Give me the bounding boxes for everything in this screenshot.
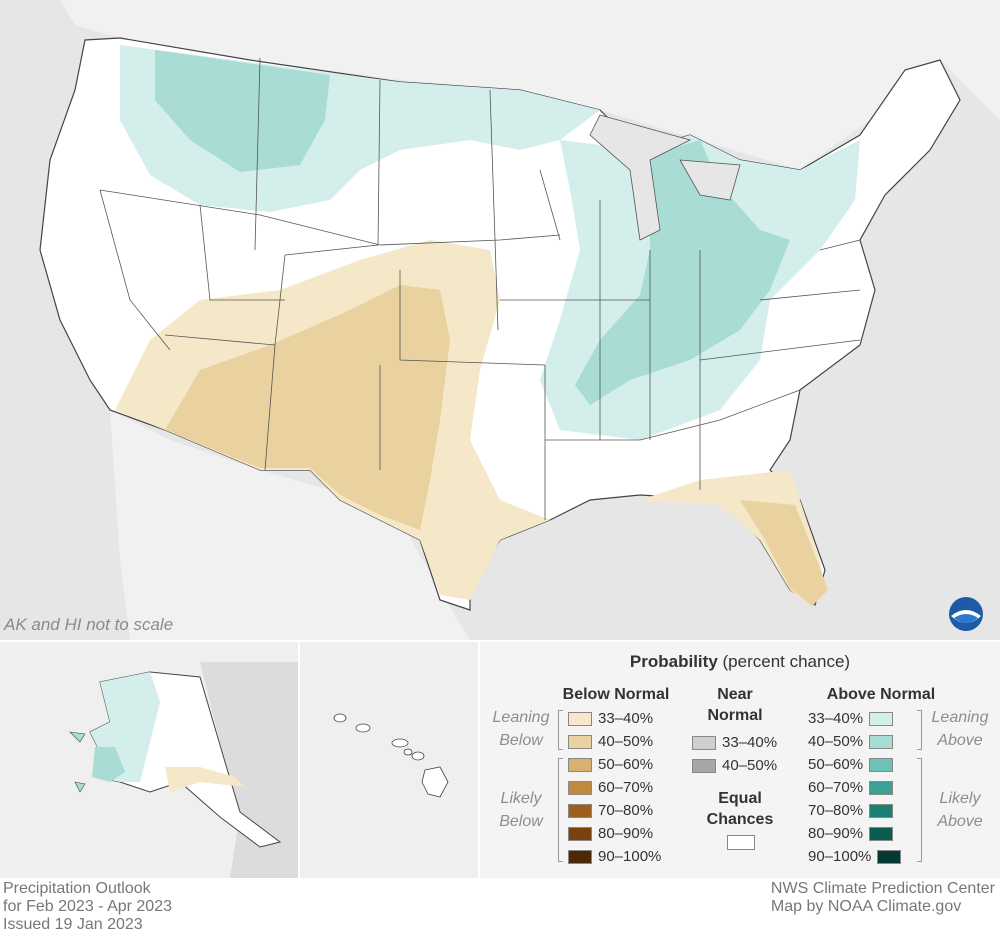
legend-swatch: [877, 850, 902, 864]
below-row: 40–50%: [562, 733, 653, 751]
legend-swatch: [869, 735, 894, 749]
legend-swatch: [869, 712, 894, 726]
near-normal-heading: Near Normal: [707, 686, 763, 724]
legend-label: 40–50%: [598, 733, 654, 750]
credits: NWS Climate Prediction Center Map by NOA…: [771, 880, 995, 916]
near-row: 40–50%: [686, 757, 777, 775]
above-row: 60–70%: [808, 779, 899, 797]
above-normal-heading: Above Normal: [826, 686, 936, 703]
leaning-below-label: Leaning Below: [492, 709, 550, 749]
conus-map: AK and HI not to scale: [0, 0, 1000, 640]
outlook-period: for Feb 2023 - Apr 2023: [3, 898, 172, 915]
alaska-map: [69, 662, 298, 878]
legend-label: 90–100%: [808, 848, 872, 865]
alaska-above-likely: [92, 747, 125, 782]
likely-above-bracket: [917, 758, 922, 862]
below-normal-heading: Below Normal: [562, 686, 670, 703]
legend-swatch: [568, 781, 592, 795]
above-row: 50–60%: [808, 756, 899, 774]
outlook-issued: Issued 19 Jan 2023: [3, 916, 143, 933]
legend-label: 60–70%: [808, 779, 864, 796]
leaning-above-bracket: [917, 710, 922, 750]
equal-chances-heading: Equal Chances: [706, 790, 774, 828]
alaska-below-leaning: [165, 767, 245, 792]
legend-label: 40–50%: [808, 733, 864, 750]
likely-below-bracket: [558, 758, 563, 862]
above-row: 70–80%: [808, 802, 899, 820]
great-lakes: [589, 114, 741, 241]
likely-above-label: Likely Above: [937, 790, 983, 830]
legend-label: 50–60%: [598, 756, 654, 773]
legend-swatch: [692, 759, 716, 773]
alaska-panel: [0, 642, 298, 878]
legend-swatch: [869, 827, 894, 841]
mexico-land: [110, 410, 470, 640]
above-likely-montana: [155, 50, 330, 172]
leaning-above-label: Leaning Above: [931, 709, 989, 749]
above-row: 40–50%: [808, 733, 899, 751]
leaning-below-bracket: [558, 710, 563, 750]
near-row: 33–40%: [686, 734, 777, 752]
above-row: 90–100%: [808, 848, 907, 866]
legend-swatch: [869, 781, 894, 795]
outlook-info: Precipitation Outlook for Feb 2023 - Apr…: [3, 880, 172, 934]
legend-swatch: [568, 712, 592, 726]
legend-swatch: [869, 804, 894, 818]
above-row: 33–40%: [808, 710, 899, 728]
legend-swatch: [568, 827, 592, 841]
legend-label: 40–50%: [722, 757, 778, 774]
legend-title: Probability (percent chance): [629, 652, 851, 671]
above-row: 80–90%: [808, 825, 899, 843]
legend-swatch: [692, 736, 716, 750]
legend-label: 33–40%: [808, 710, 864, 727]
legend-label: 90–100%: [598, 848, 662, 865]
canada-ak-side: [200, 662, 298, 878]
legend-label: 70–80%: [598, 802, 654, 819]
credit-source: NWS Climate Prediction Center: [770, 880, 995, 897]
legend: Probability (percent chance) Below Norma…: [480, 642, 1000, 878]
legend-swatch: [869, 758, 894, 772]
below-row: 33–40%: [562, 710, 653, 728]
legend-label: 50–60%: [808, 756, 864, 773]
legend-swatch: [568, 758, 592, 772]
likely-below-label: Likely Below: [499, 790, 543, 830]
below-row: 50–60%: [562, 756, 653, 774]
hawaii-map: [333, 713, 449, 798]
below-likely-southwest: [165, 285, 450, 530]
below-row: 60–70%: [562, 779, 653, 797]
legend-label: 33–40%: [722, 734, 778, 751]
noaa-logo-icon: [949, 597, 983, 631]
state-lines: [99, 57, 861, 520]
legend-swatch: [568, 850, 592, 864]
below-likely-florida: [740, 500, 828, 606]
conus-map-graphic: [39, 0, 1000, 640]
scale-note: AK and HI not to scale: [4, 615, 174, 634]
below-row: 70–80%: [562, 802, 653, 820]
legend-label: 70–80%: [808, 802, 864, 819]
outlook-title: Precipitation Outlook: [3, 880, 151, 897]
above-likely-ohio: [575, 140, 790, 405]
legend-label: 60–70%: [598, 779, 654, 796]
hawaii-islands: [333, 713, 449, 798]
alaska-islands: [69, 731, 86, 793]
legend-label: 80–90%: [808, 825, 864, 842]
below-row: 90–100%: [562, 848, 661, 866]
hawaii-panel: [300, 642, 478, 878]
legend-label: 80–90%: [598, 825, 654, 842]
credit-map: Map by NOAA Climate.gov: [770, 898, 962, 915]
equal-chances-swatch: [727, 835, 755, 850]
legend-swatch: [568, 804, 592, 818]
canada-land: [60, 0, 1000, 170]
below-row: 80–90%: [562, 825, 653, 843]
legend-label: 33–40%: [598, 710, 654, 727]
legend-swatch: [568, 735, 592, 749]
